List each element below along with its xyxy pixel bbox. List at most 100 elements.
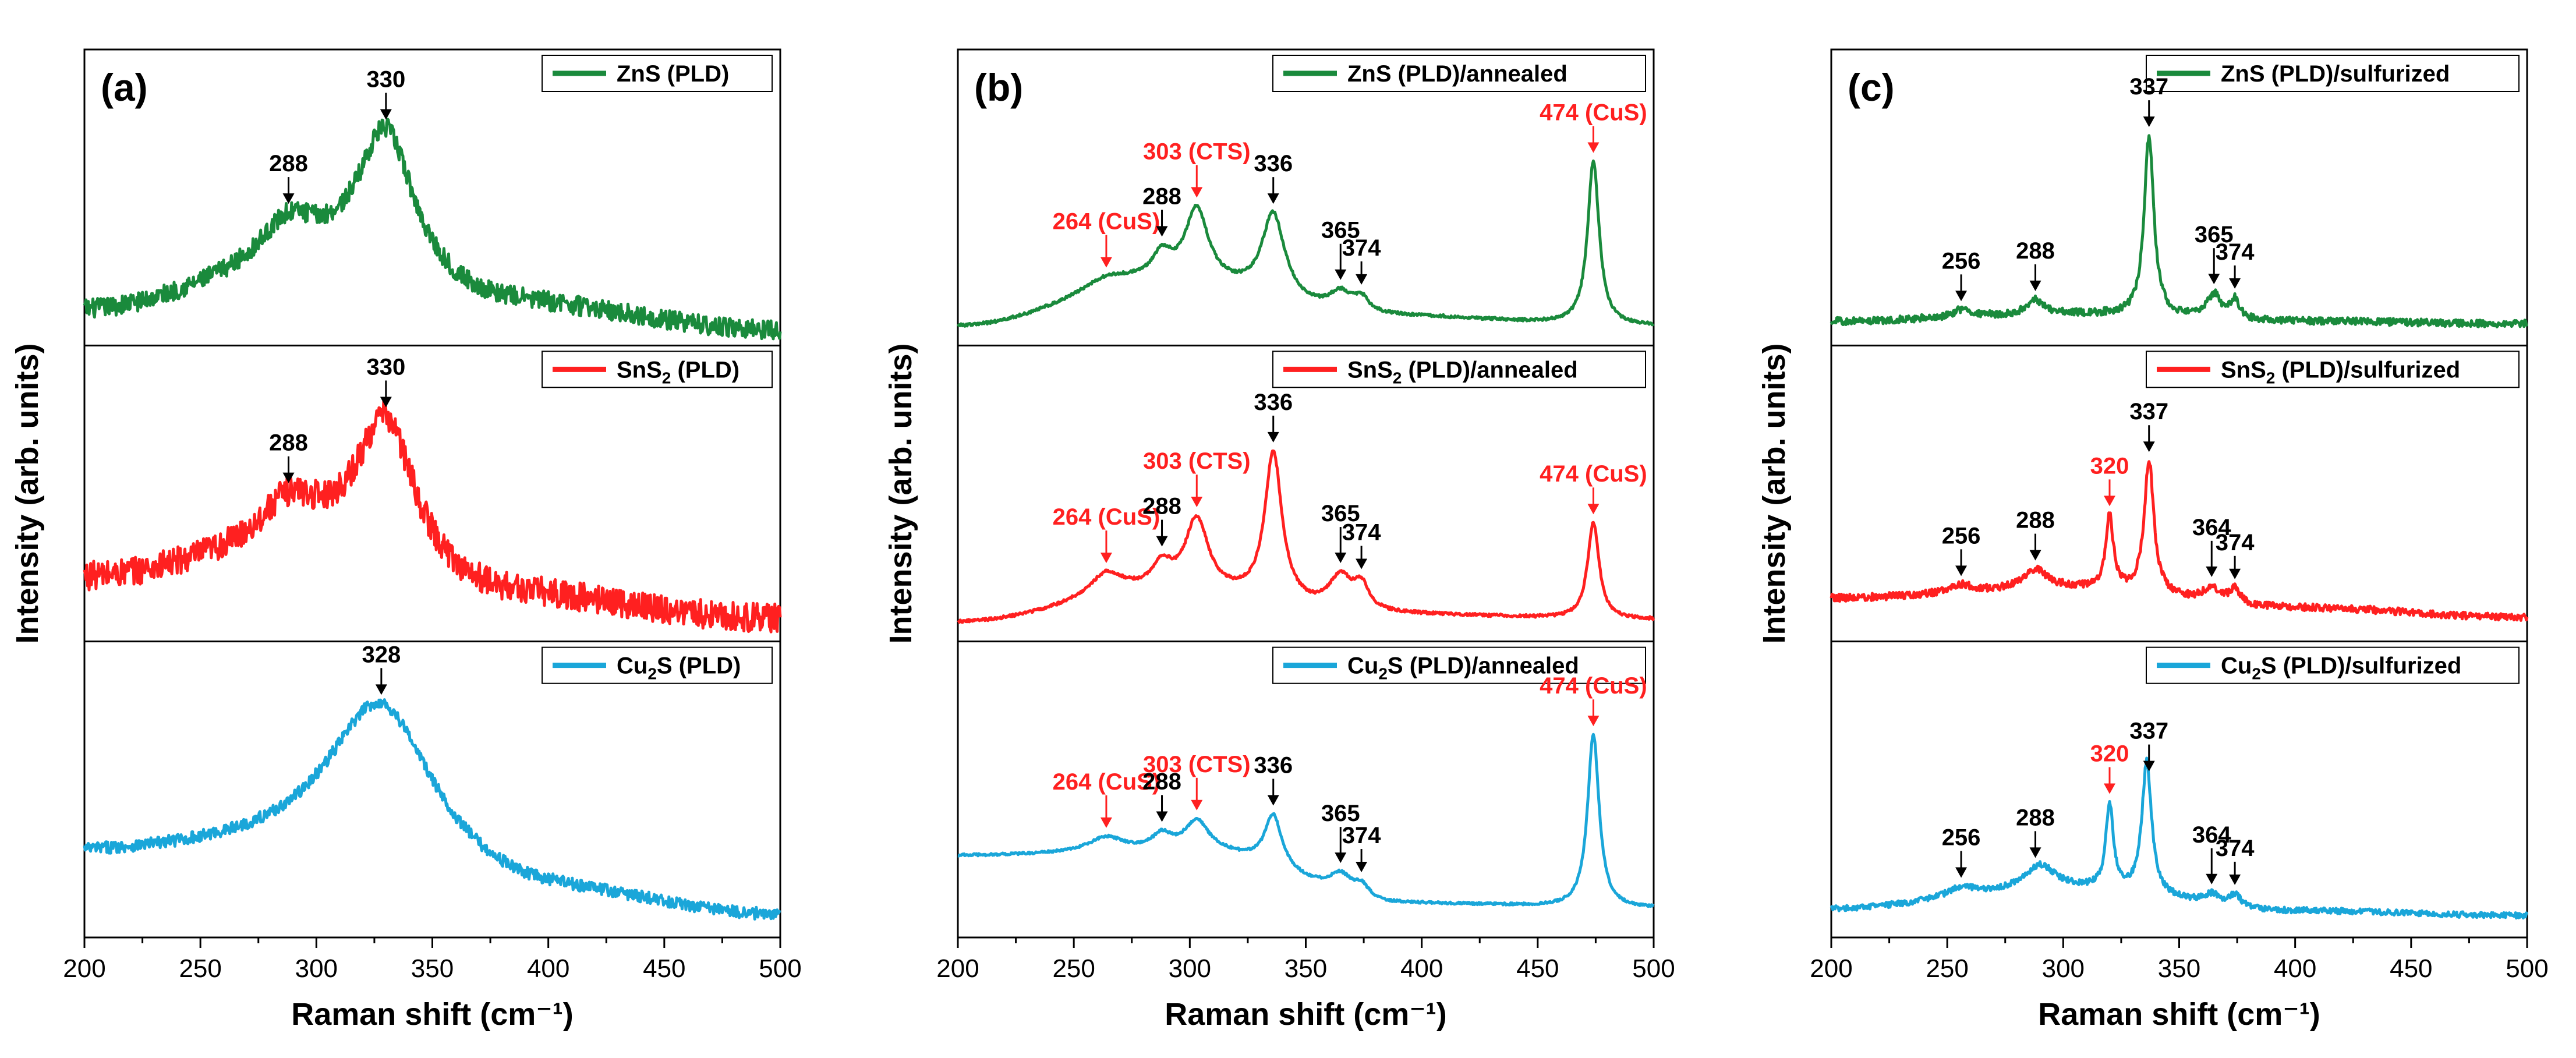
peak-annotation: 256	[1942, 825, 1981, 878]
x-tick-label: 450	[2390, 954, 2432, 983]
x-tick-label: 500	[1632, 954, 1675, 983]
annotation-label: 336	[1254, 151, 1293, 176]
annotation-label: 337	[2129, 719, 2168, 744]
annotation-arrow-head	[1356, 558, 1368, 569]
legend: ZnS (PLD)/sulfurized	[2146, 55, 2520, 92]
annotation-arrow-head	[1267, 431, 1279, 443]
panel-a: 200 250 300 350 400 450 500 Raman shift (cm⁻¹) I…	[10, 48, 802, 1032]
annotation-label: 320	[2090, 741, 2129, 766]
x-tick-label: 400	[2274, 954, 2316, 983]
annotation-arrow-head	[1587, 504, 1600, 515]
annotation-label: 364	[2192, 515, 2231, 540]
peak-annotation: 288	[269, 151, 308, 204]
annotation-arrow-head	[1191, 187, 1203, 198]
annotation-arrow-head	[1356, 274, 1368, 285]
panel-letter: (b)	[974, 66, 1023, 109]
peak-annotation: 374	[2216, 836, 2255, 885]
annotation-arrow-head	[380, 397, 392, 408]
x-tick-label: 350	[2158, 954, 2200, 983]
annotation-label: 336	[1254, 390, 1293, 415]
annotation-label: 264 (CuS)	[1053, 209, 1160, 235]
annotation-arrow-head	[1100, 257, 1112, 268]
x-tick-label: 300	[2042, 954, 2085, 983]
y-axis-title: Intensity (arb. units)	[10, 343, 45, 643]
peak-annotation: 365	[1321, 801, 1360, 864]
x-tick-label: 350	[411, 954, 454, 983]
annotation-arrow-head	[1335, 553, 1347, 564]
annotation-arrow-head	[1100, 817, 1112, 828]
legend: SnS2 (PLD)/annealed	[1272, 351, 1646, 388]
peak-annotation: 303 (CTS)	[1143, 139, 1251, 198]
peak-annotation: 288	[269, 430, 308, 483]
peak-annotation: 303 (CTS)	[1143, 752, 1251, 811]
annotation-label: 364	[2192, 822, 2231, 848]
annotation-label: 288	[2016, 238, 2055, 264]
y-axis-title: Intensity (arb. units)	[883, 343, 918, 643]
peak-annotation: 320	[2090, 741, 2129, 794]
annotation-label: 328	[362, 642, 401, 667]
annotation-arrow-head	[1100, 553, 1112, 564]
annotation-arrow-head	[2029, 550, 2041, 561]
annotation-arrow-head	[1356, 862, 1368, 873]
annotation-label: 374	[2216, 530, 2255, 555]
annotation-label: 320	[2090, 453, 2129, 479]
annotation-label: 288	[269, 151, 308, 176]
annotation-label: 288	[2016, 805, 2055, 830]
peak-annotation: 365	[1321, 501, 1360, 564]
annotation-arrow-head	[1335, 269, 1347, 280]
annotation-label: 288	[1142, 183, 1181, 209]
annotation-label: 256	[1942, 825, 1981, 850]
x-tick-label: 200	[63, 954, 105, 983]
legend: Cu2S (PLD)/sulfurized	[2146, 646, 2520, 684]
annotation-label: 365	[1321, 501, 1360, 526]
annotation-arrow-head	[2143, 116, 2155, 128]
legend-label: ZnS (PLD)/annealed	[1347, 61, 1567, 87]
x-tick-label: 450	[1516, 954, 1559, 983]
annotation-arrow-head	[2229, 278, 2241, 289]
x-axis-title: Raman shift (cm⁻¹)	[2038, 997, 2320, 1032]
annotation-arrow-head	[2208, 274, 2220, 285]
annotation-arrow-head	[282, 472, 295, 483]
x-tick-label: 500	[759, 954, 801, 983]
legend-label: SnS2 (PLD)/sulfurized	[2221, 357, 2460, 387]
y-axis-title: Intensity (arb. units)	[1757, 343, 1792, 643]
annotation-arrow-head	[282, 193, 295, 204]
annotation-label: 264 (CuS)	[1053, 769, 1160, 795]
plot-frame	[957, 48, 1655, 939]
spectrum-line	[1830, 756, 2529, 920]
annotation-label: 365	[1321, 218, 1360, 243]
peak-annotation: 365	[1321, 218, 1360, 280]
peak-annotation: 374	[1342, 235, 1381, 285]
annotation-arrow-head	[2143, 760, 2155, 772]
annotation-arrow-head	[2229, 568, 2241, 579]
annotation-arrow-head	[1191, 497, 1203, 508]
annotation-label: 474 (CuS)	[1540, 100, 1647, 125]
legend-label: Cu2S (PLD)/sulfurized	[2221, 653, 2461, 683]
annotation-label: 288	[2016, 508, 2055, 533]
annotation-label: 288	[1142, 769, 1181, 794]
legend-label: SnS2 (PLD)/annealed	[1347, 357, 1578, 387]
peak-annotation: 337	[2129, 74, 2168, 128]
peak-annotation: 288	[2016, 805, 2055, 858]
annotation-arrow-head	[1955, 565, 1968, 576]
x-tick-label: 300	[1169, 954, 1211, 983]
annotation-label: 474 (CuS)	[1540, 673, 1647, 699]
peak-annotation: 264 (CuS)	[1053, 209, 1160, 268]
annotation-arrow-head	[1955, 291, 1968, 302]
plot-frame	[1830, 48, 2528, 939]
annotation-label: 374	[2216, 836, 2255, 861]
peak-annotation: 264 (CuS)	[1053, 504, 1160, 564]
panel-letter: (a)	[101, 66, 148, 109]
annotation-arrow-head	[1191, 799, 1203, 811]
x-tick-label: 250	[179, 954, 221, 983]
peak-annotation: 374	[1342, 823, 1381, 873]
peak-annotation: 288	[2016, 238, 2055, 291]
legend-label: ZnS (PLD)/sulfurized	[2221, 61, 2450, 87]
annotation-arrow-head	[380, 109, 392, 120]
annotation-arrow-head	[2206, 873, 2218, 884]
peak-annotation: 256	[1942, 248, 1980, 302]
peak-annotation: 288	[2016, 508, 2055, 561]
annotation-label: 303 (CTS)	[1143, 139, 1251, 164]
peak-annotation: 330	[366, 66, 405, 120]
